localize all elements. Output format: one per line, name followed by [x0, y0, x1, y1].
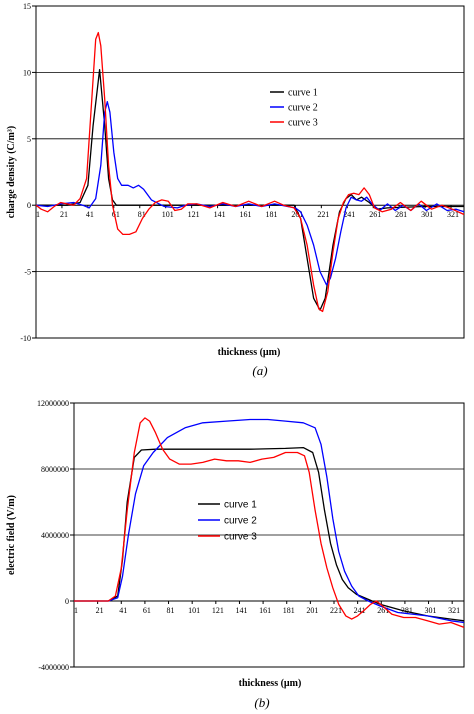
y-axis-label: electric field (V/m)	[6, 495, 17, 575]
x-tick-label: 241	[343, 210, 355, 219]
x-axis-label: thickness (µm)	[239, 678, 302, 689]
x-tick-label: 21	[96, 606, 104, 615]
series-line-2	[74, 418, 465, 624]
x-tick-label: 81	[167, 606, 175, 615]
x-tick-label: 41	[86, 210, 94, 219]
x-axis-label: thickness (µm)	[218, 347, 281, 358]
y-tick-label: -10	[20, 334, 31, 343]
x-tick-label: 41	[119, 606, 127, 615]
x-tick-label: 161	[240, 210, 252, 219]
x-tick-label: 261	[377, 606, 389, 615]
panel-caption-b: (b)	[254, 695, 269, 710]
y-tick-label: 15	[23, 2, 31, 11]
x-tick-label: 161	[259, 606, 271, 615]
x-tick-label: 301	[421, 210, 433, 219]
x-tick-label: 21	[60, 210, 68, 219]
x-tick-label: 241	[354, 606, 366, 615]
x-axis-ticks: 1 21 41 61 81 101 121 141 161 181 201 221 241 261 281 3…	[73, 601, 460, 615]
y-axis-ticks: 12000000 8000000 4000000 0 -4000000	[37, 399, 74, 672]
y-tick-label: 8000000	[41, 465, 69, 474]
y-tick-label: 0	[65, 597, 69, 606]
x-tick-label: 321	[447, 210, 459, 219]
legend-label-2: curve 2	[224, 516, 257, 527]
y-tick-label: -4000000	[38, 663, 69, 672]
y-tick-label: 4000000	[41, 531, 69, 540]
x-tick-label: 121	[212, 606, 224, 615]
x-axis-ticks: 1 21 41 61 81 101 121 141 161 181 201 221 241 261 281 3…	[35, 205, 459, 219]
plot-area-border	[35, 5, 465, 339]
x-tick-label: 121	[188, 210, 200, 219]
x-tick-label: 181	[265, 210, 277, 219]
y-axis-ticks: 15 10 5 0 -5 -10	[20, 2, 36, 343]
x-tick-label: 141	[214, 210, 226, 219]
legend-label-1: curve 1	[224, 500, 257, 511]
y-axis-label: charge density (C/m³)	[6, 126, 17, 218]
x-tick-label: 321	[448, 606, 460, 615]
series-line-2	[35, 100, 465, 286]
x-tick-label: 1	[36, 210, 40, 219]
y-tick-label: -5	[24, 268, 31, 277]
panel-caption-a: (a)	[252, 363, 267, 378]
x-tick-label: 221	[317, 210, 329, 219]
x-tick-label: 141	[235, 606, 247, 615]
x-tick-label: 101	[162, 210, 174, 219]
x-tick-label: 301	[425, 606, 437, 615]
y-tick-label: 5	[27, 135, 31, 144]
legend: curve 1 curve 2 curve 3	[198, 500, 257, 543]
x-tick-label: 201	[306, 606, 318, 615]
x-tick-label: 181	[283, 606, 295, 615]
x-tick-label: 201	[291, 210, 303, 219]
legend-label-3: curve 3	[224, 532, 257, 543]
gridlines	[74, 468, 464, 602]
x-tick-label: 261	[369, 210, 381, 219]
x-tick-label: 281	[401, 606, 413, 615]
x-tick-label: 81	[138, 210, 146, 219]
x-tick-label: 101	[188, 606, 200, 615]
x-tick-label: 281	[395, 210, 407, 219]
y-tick-label: 0	[27, 201, 31, 210]
legend-label-1: curve 1	[288, 88, 318, 99]
series-line-1	[36, 69, 464, 311]
x-tick-label: 221	[330, 606, 342, 615]
x-tick-label: 1	[74, 606, 78, 615]
x-tick-label: 61	[112, 210, 120, 219]
series-line-3	[35, 31, 465, 313]
legend-label-2: curve 2	[288, 103, 318, 114]
y-tick-label: 12000000	[37, 399, 69, 408]
legend: curve 1 curve 2 curve 3	[270, 88, 318, 129]
y-tick-label: 10	[23, 68, 31, 77]
series-group	[35, 31, 465, 313]
series-line-3	[74, 417, 465, 629]
series-line-1	[74, 446, 465, 622]
series-group	[74, 417, 465, 629]
legend-label-3: curve 3	[288, 118, 318, 129]
x-tick-label: 61	[143, 606, 151, 615]
